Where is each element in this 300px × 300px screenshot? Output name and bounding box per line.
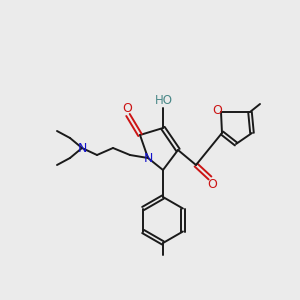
Text: N: N [77, 142, 87, 154]
Text: HO: HO [155, 94, 173, 107]
Text: O: O [207, 178, 217, 191]
Text: O: O [122, 101, 132, 115]
Text: O: O [212, 103, 222, 116]
Text: N: N [143, 152, 153, 164]
